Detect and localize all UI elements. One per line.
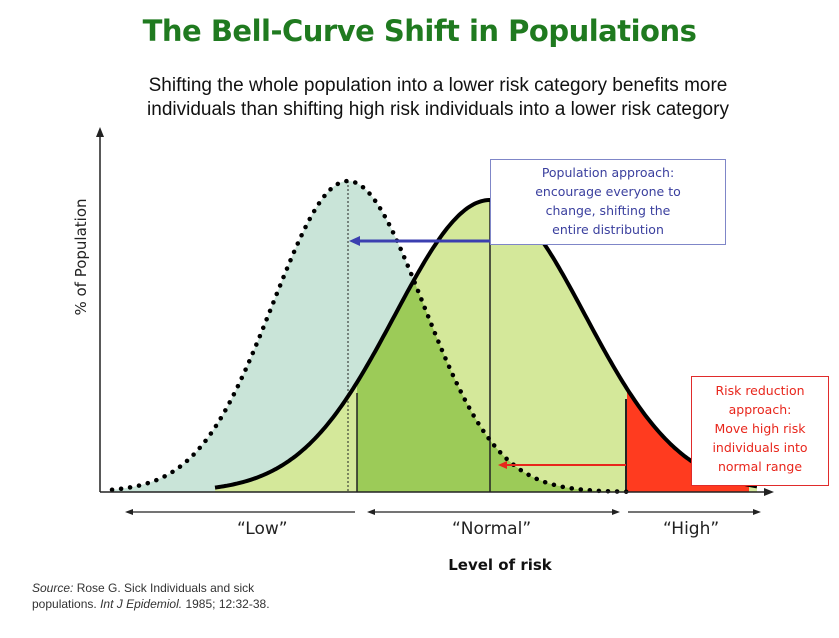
- risk-reduction-box: Risk reduction approach: Move high risk …: [691, 376, 829, 486]
- risk-reduction-text: normal range: [717, 459, 803, 474]
- category-normal-label: “Normal”: [452, 519, 532, 539]
- population-approach-box: Population approach: encourage everyone …: [490, 159, 726, 245]
- low-range-arrowhead: [125, 509, 133, 515]
- risk-reduction-text: Risk reduction: [715, 383, 805, 398]
- risk-reduction-text: approach:: [728, 402, 792, 417]
- population-arrowhead: [349, 236, 360, 246]
- high-range-arrowhead: [753, 509, 761, 515]
- source-citation: Source: Rose G. Sick Individuals and sic…: [32, 580, 270, 612]
- normal-range-arrowhead-right: [612, 509, 620, 515]
- x-axis-arrowhead: [764, 488, 774, 496]
- original-curve-line: [214, 198, 758, 490]
- original-curve-fill: [215, 200, 757, 492]
- page-title: The Bell-Curve Shift in Populations: [142, 14, 697, 48]
- population-approach-text: change, shifting the: [545, 203, 671, 218]
- category-high-label: “High”: [663, 519, 720, 539]
- population-approach-text: encourage everyone to: [535, 184, 681, 199]
- risk-reduction-text: individuals into: [712, 440, 808, 455]
- source-journal: Int J Epidemiol.: [100, 597, 183, 611]
- source-label: Source:: [32, 581, 74, 595]
- y-axis-label: % of Population: [72, 198, 90, 316]
- shifted-curve-fill: [112, 181, 628, 492]
- subtitle: Shifting the whole population into a low…: [147, 75, 729, 120]
- risk-arrowhead: [498, 461, 507, 469]
- shifted-curve-line: [109, 178, 631, 494]
- source-text: populations.: [32, 597, 97, 611]
- source-text: 1985; 12:32-38.: [185, 597, 270, 611]
- source-text: Rose G. Sick Individuals and sick: [76, 581, 255, 595]
- normal-range-arrowhead-left: [367, 509, 375, 515]
- population-approach-text: Population approach:: [541, 165, 675, 180]
- high-risk-tail: [627, 388, 749, 492]
- y-axis-arrowhead: [96, 127, 104, 137]
- category-low-label: “Low”: [237, 519, 288, 539]
- risk-reduction-text: Move high risk: [714, 421, 806, 436]
- population-approach-text: entire distribution: [552, 222, 664, 237]
- x-axis-label: Level of risk: [448, 556, 552, 574]
